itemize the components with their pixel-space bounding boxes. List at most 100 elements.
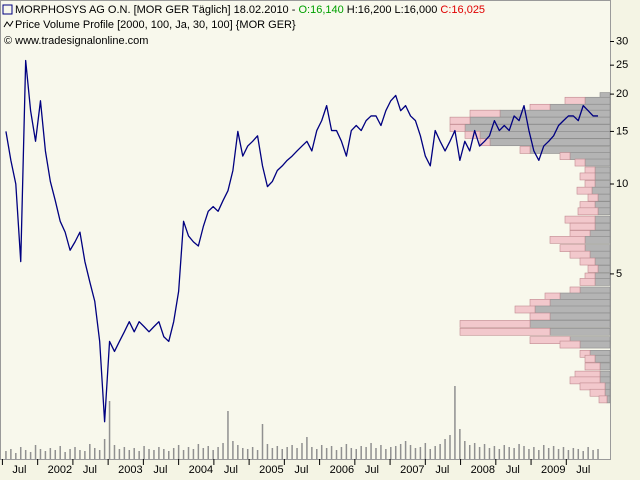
legend-icons: [2, 4, 14, 28]
profile-bar: [559, 340, 581, 349]
volume-bar: [10, 449, 12, 459]
volume-bar: [118, 449, 121, 459]
volume-bar: [557, 449, 560, 459]
profile-bar: [594, 215, 611, 224]
volume-bar: [493, 446, 496, 459]
volume-bar: [261, 424, 264, 459]
profile-bar: [469, 116, 611, 125]
volume-bar: [592, 450, 594, 459]
profile-bar: [559, 152, 571, 160]
profile-bar: [584, 158, 611, 167]
x-tick-label: 2004: [189, 464, 213, 476]
plot-area: [0, 0, 611, 460]
profile-bar: [591, 186, 611, 195]
x-tick-label: Jul: [506, 464, 520, 476]
volume-bar: [138, 451, 140, 459]
x-tick-label: Jul: [12, 464, 26, 476]
profile-bar: [449, 116, 471, 125]
x-tick-label: Jul: [153, 464, 167, 476]
volume-bar: [276, 446, 279, 459]
profile-bar: [559, 244, 586, 252]
x-tick-label: Jul: [224, 464, 238, 476]
subtitle: Price Volume Profile [2000, 100, Ja, 30,…: [15, 19, 296, 31]
profile-bar: [587, 265, 599, 273]
volume-bar: [518, 444, 520, 459]
volume-bar: [98, 450, 101, 459]
volume-bar: [503, 445, 506, 459]
profile-bar: [464, 124, 611, 132]
volume-bar: [345, 444, 348, 459]
profile-bar: [449, 124, 466, 132]
volume-bar: [93, 448, 96, 459]
volume-bar: [567, 450, 570, 459]
volume-bar: [355, 449, 357, 459]
volume-bar: [360, 446, 362, 459]
profile-bar: [584, 236, 611, 244]
volume-bar: [434, 446, 436, 459]
profile-bar: [549, 299, 611, 307]
profile-bar: [604, 382, 611, 391]
volume-bar: [513, 448, 515, 459]
volume-bar: [473, 443, 476, 459]
volume-bar: [172, 448, 175, 459]
volume-bar: [237, 445, 239, 459]
y-tick-label: 25: [616, 59, 628, 71]
volume-bar: [89, 444, 91, 459]
profile-bar: [604, 388, 611, 397]
volume-bar: [153, 450, 155, 459]
x-tick-label: 2006: [330, 464, 354, 476]
volume-bar: [286, 447, 288, 459]
volume-bar: [54, 450, 57, 459]
volume-bar: [84, 451, 86, 459]
volume-bar: [163, 449, 165, 459]
profile-bar: [598, 395, 608, 404]
y-tick-label: 5: [616, 268, 622, 280]
profile-bar: [606, 395, 611, 404]
volume-bar: [251, 447, 254, 459]
profile-bar: [579, 278, 596, 286]
x-tick-label: Jul: [294, 464, 308, 476]
volume-bar: [217, 447, 219, 459]
profile-bar: [479, 138, 491, 147]
volume-bar: [419, 447, 422, 459]
volume-bar: [454, 386, 456, 459]
volume-bar: [409, 445, 412, 459]
x-tick-label: 2007: [400, 464, 424, 476]
profile-bar: [589, 388, 606, 397]
volume-bar: [113, 445, 116, 459]
volume-bar: [271, 448, 274, 459]
profile-bar: [564, 215, 596, 224]
volume-bar: [577, 449, 580, 459]
volume-bar: [340, 447, 343, 459]
volume-bar: [587, 447, 589, 459]
volume-bar: [424, 443, 427, 459]
y-tick-label: 30: [616, 35, 628, 47]
volume-bar: [562, 447, 565, 459]
volume-bar: [19, 447, 22, 459]
volume-bar: [133, 448, 135, 459]
volume-bar: [523, 446, 525, 459]
volume-bar: [108, 401, 111, 459]
volume-bar: [350, 448, 353, 459]
volume-bar: [301, 443, 303, 459]
volume-bar: [148, 449, 150, 459]
profile-bar: [584, 96, 611, 105]
profile-bar: [579, 340, 611, 349]
volume-bar: [103, 439, 106, 459]
quote-close: C:16,025: [440, 4, 485, 16]
volume-bar: [335, 450, 338, 459]
title: MORPHOSYS AG O.N. [MOR GER Täglich] 18.0…: [15, 4, 296, 16]
y-tick-label: 20: [616, 88, 628, 100]
volume-bar: [34, 445, 37, 459]
volume-bar: [222, 443, 224, 459]
volume-bar: [49, 448, 52, 459]
profile-bar: [594, 257, 611, 266]
volume-bar: [266, 444, 269, 459]
profile-bar: [579, 201, 596, 209]
volume-bar: [212, 450, 214, 459]
quote-open: O:16,140: [298, 4, 343, 16]
volume-bar: [143, 446, 145, 459]
volume-bar: [242, 448, 244, 459]
volume-bar: [291, 445, 293, 459]
